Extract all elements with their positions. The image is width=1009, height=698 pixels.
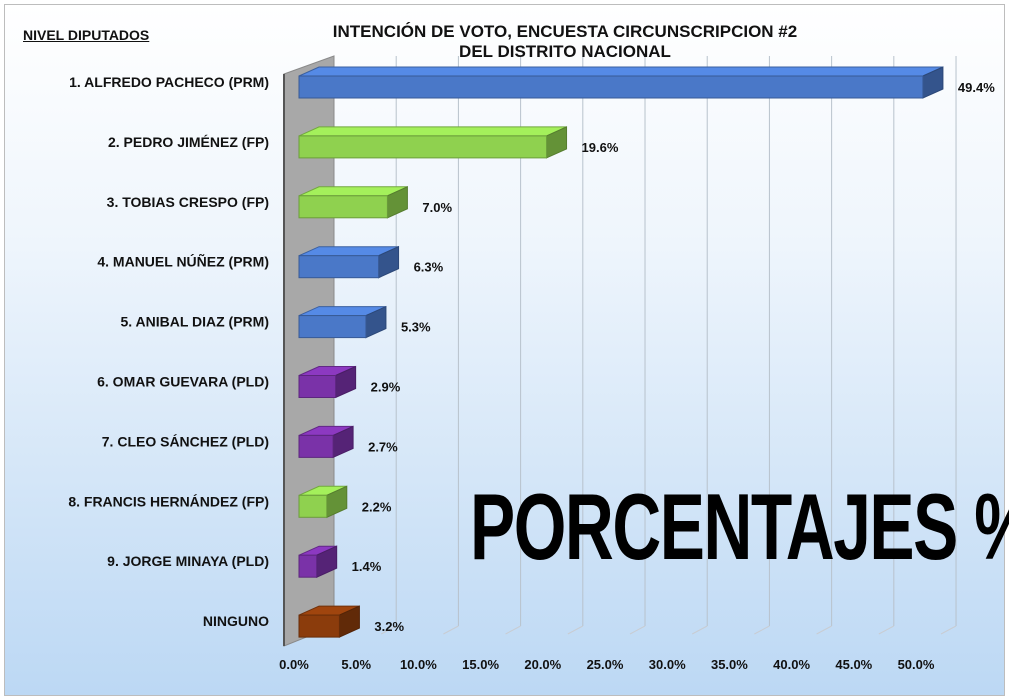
bar (298, 434, 334, 458)
x-tick-label: 50.0% (898, 657, 935, 672)
x-tick-label: 45.0% (835, 657, 872, 672)
bar (298, 195, 388, 219)
x-tick-label: 0.0% (279, 657, 309, 672)
data-label: 49.4% (958, 80, 995, 95)
chart-title-line-1: INTENCIÓN DE VOTO, ENCUESTA CIRCUNSCRIPC… (332, 22, 798, 41)
category-label: 8. FRANCIS HERNÁNDEZ (FP) (68, 493, 269, 509)
bar (298, 135, 548, 159)
bar (298, 494, 328, 518)
floor-gridline (380, 625, 397, 635)
x-tick-label: 10.0% (400, 657, 437, 672)
data-label: 3.2% (374, 619, 404, 634)
floor-gridline (629, 625, 646, 635)
x-tick-label: 40.0% (773, 657, 810, 672)
bar-top (298, 66, 944, 77)
floor-gridline (754, 625, 770, 635)
data-label: 2.9% (371, 380, 401, 395)
bar-top (298, 126, 567, 137)
floor-gridline (443, 625, 459, 635)
bar (298, 554, 318, 578)
chart-subtitle: NIVEL DIPUTADOS (23, 27, 150, 43)
floor-gridline (505, 625, 521, 635)
chart-title-line-2: DEL DISTRITO NACIONAL (459, 42, 671, 61)
chart-annotation: PORCENTAJES % (470, 474, 1009, 579)
category-label: 9. JORGE MINAYA (PLD) (107, 553, 269, 569)
data-label: 1.4% (352, 559, 382, 574)
data-label: 6.3% (414, 260, 444, 275)
bar (298, 315, 367, 339)
x-tick-label: 15.0% (462, 657, 499, 672)
x-tick-label: 5.0% (341, 657, 371, 672)
chart-frame: 0.0% 5.0% 10.0% 15.0% 20.0% 25.0% 30.0% 35.0% 40… (4, 4, 1009, 696)
data-label: 19.6% (582, 140, 619, 155)
floor-gridline (567, 625, 584, 635)
data-label: 7.0% (422, 200, 452, 215)
data-label: 2.2% (362, 499, 392, 514)
data-label: 5.3% (401, 320, 431, 335)
chart-title: INTENCIÓN DE VOTO, ENCUESTA CIRCUNSCRIPC… (275, 22, 855, 62)
category-label: 4. MANUEL NÚÑEZ (PRM) (97, 253, 269, 270)
floor-gridline (940, 625, 957, 635)
x-tick-label: 30.0% (649, 657, 686, 672)
bar (298, 255, 380, 279)
bar (298, 614, 340, 638)
bar (298, 75, 924, 99)
category-label: 5. ANIBAL DIAZ (PRM) (120, 314, 269, 330)
category-label: NINGUNO (203, 613, 269, 629)
x-tick-label: 35.0% (711, 657, 748, 672)
floor-gridline (816, 625, 832, 635)
category-label: 7. CLEO SÁNCHEZ (PLD) (102, 433, 269, 449)
category-label: 1. ALFREDO PACHECO (PRM) (69, 74, 269, 90)
floor-gridline (878, 625, 895, 635)
bar (298, 375, 337, 398)
data-label: 2.7% (368, 439, 398, 454)
category-label: 6. OMAR GUEVARA (PLD) (97, 374, 269, 390)
category-label: 3. TOBIAS CRESPO (FP) (107, 194, 269, 210)
floor-gridline (691, 625, 708, 635)
x-tick-label: 25.0% (587, 657, 624, 672)
x-tick-label: 20.0% (524, 657, 561, 672)
category-label: 2. PEDRO JIMÉNEZ (FP) (108, 134, 269, 150)
chart-plot: 0.0% 5.0% 10.0% 15.0% 20.0% 25.0% 30.0% 35.0% 40… (68, 55, 995, 672)
